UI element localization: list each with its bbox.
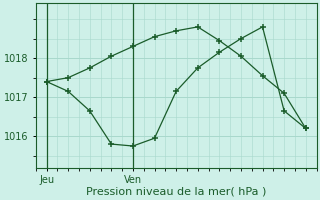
X-axis label: Pression niveau de la mer( hPa ): Pression niveau de la mer( hPa )	[86, 187, 266, 197]
